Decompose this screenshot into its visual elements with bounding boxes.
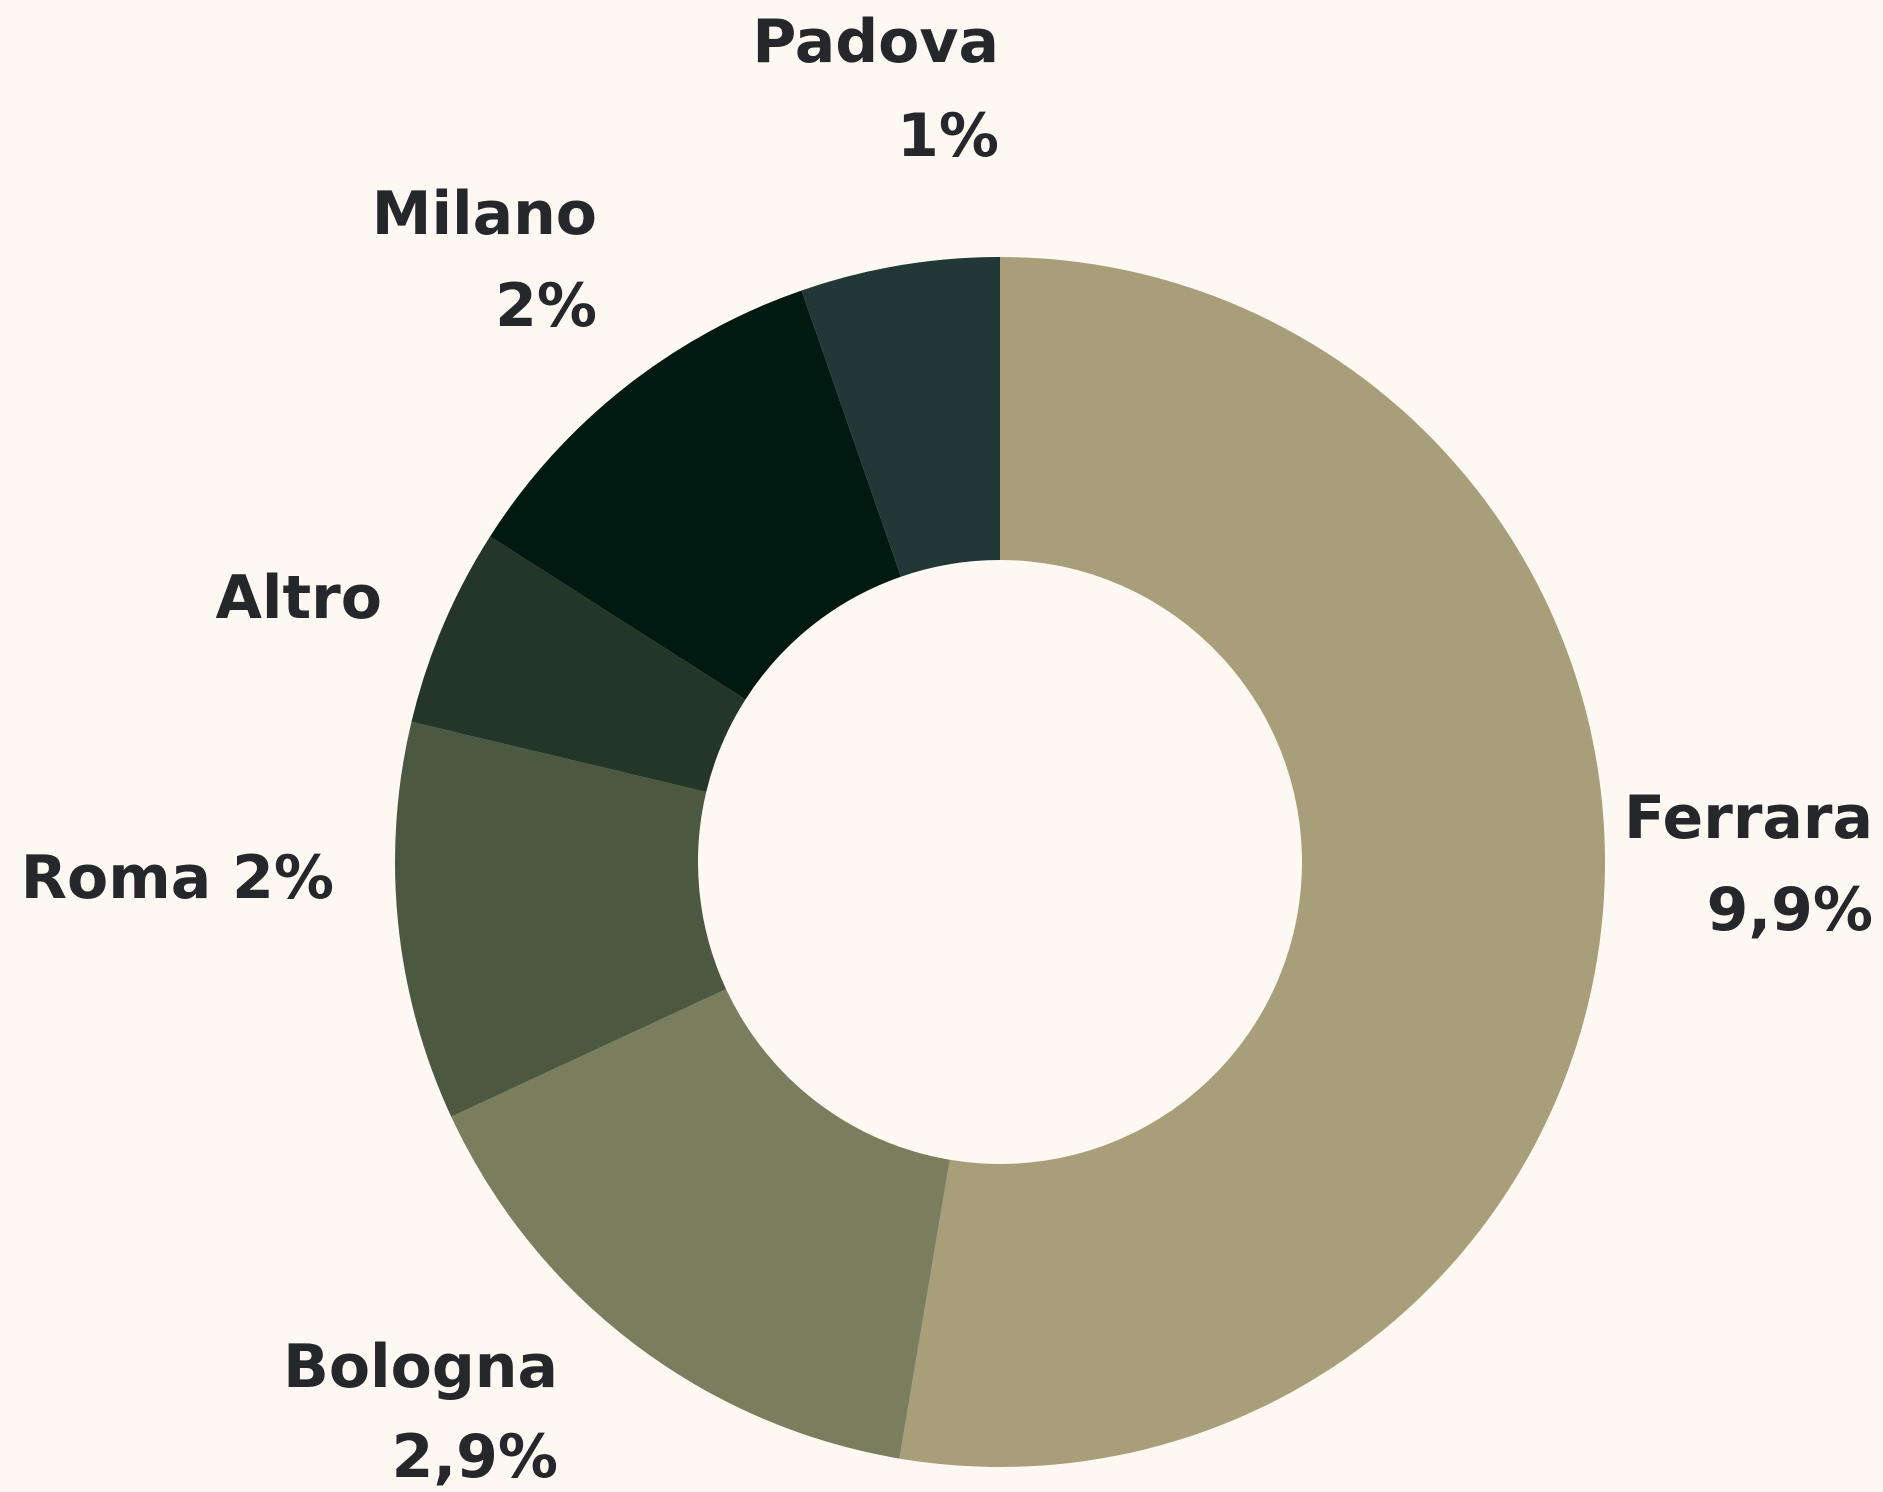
- slice-name: Padova: [752, 7, 999, 77]
- slice-name: Roma: [21, 843, 211, 913]
- slice-value: 2%: [232, 843, 334, 913]
- slice-name: Milano: [372, 179, 597, 249]
- slice-name: Altro: [216, 563, 383, 633]
- donut-slice: [801, 257, 1000, 577]
- slice-value: 1%: [897, 101, 999, 171]
- donut-slice: [411, 536, 746, 792]
- slice-name: Ferrara: [1624, 783, 1873, 853]
- donut-slice: [451, 989, 950, 1459]
- slice-name: Bologna: [283, 1332, 558, 1402]
- slice-value: 2,9%: [392, 1422, 558, 1492]
- slice-label: Roma 2%: [21, 843, 334, 913]
- slice-value: 9,9%: [1707, 875, 1873, 945]
- donut-slice: [490, 290, 901, 700]
- donut-slice: [395, 721, 727, 1117]
- slice-value: 2%: [495, 271, 597, 341]
- donut-slice: [899, 257, 1605, 1467]
